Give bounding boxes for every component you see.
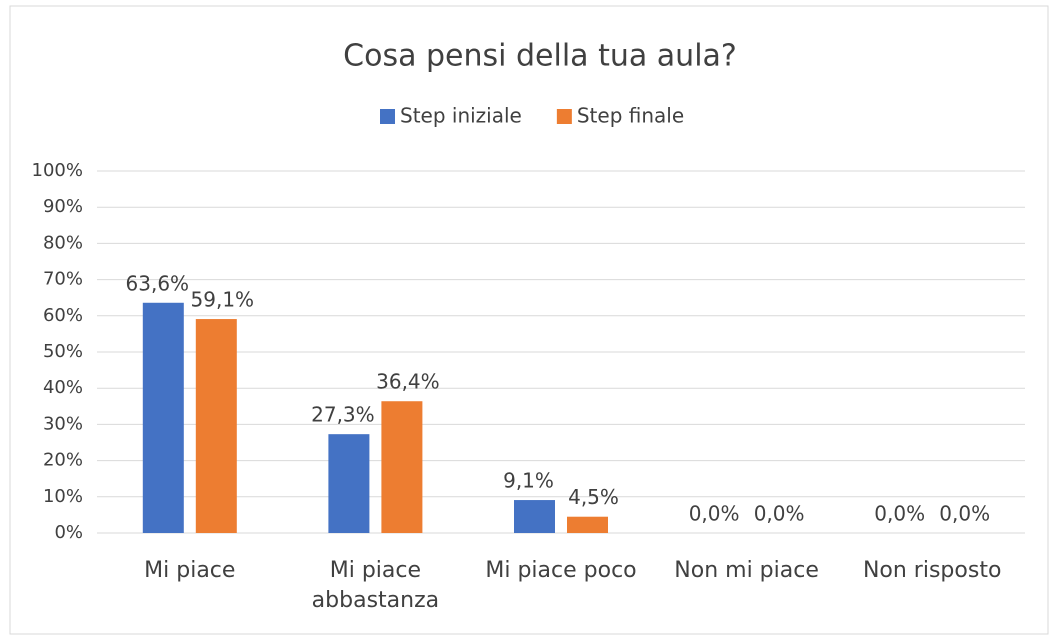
y-tick-label: 30%: [43, 413, 83, 434]
bar: [142, 302, 184, 533]
y-tick-label: 100%: [32, 160, 83, 181]
value-label: 63,6%: [126, 271, 190, 295]
legend-swatch: [556, 109, 572, 124]
bar: [381, 401, 423, 533]
y-tick-label: 0%: [54, 522, 83, 543]
y-tick-label: 40%: [43, 377, 83, 398]
bar: [328, 434, 370, 533]
y-tick-label: 20%: [43, 450, 83, 471]
legend-label: Step finale: [577, 104, 684, 128]
value-label: 59,1%: [191, 288, 255, 312]
x-tick-label: Non risposto: [862, 558, 1002, 583]
y-tick-label: 10%: [43, 486, 83, 507]
x-tick-label: Mi piace poco: [485, 558, 637, 583]
legend-label: Step iniziale: [400, 104, 522, 128]
value-label: 4,5%: [568, 485, 619, 509]
x-tick-label: Mi piace abbastanza: [311, 558, 440, 613]
bar: [567, 516, 608, 533]
y-tick-label: 60%: [43, 305, 83, 326]
value-label: 36,4%: [376, 370, 440, 394]
y-tick-label: 90%: [43, 196, 83, 217]
x-tick-label: Non mi piace: [674, 558, 819, 583]
y-tick-label: 80%: [43, 232, 83, 253]
value-label: 0,0%: [754, 502, 805, 526]
value-label: 9,1%: [503, 469, 554, 493]
value-label: 0,0%: [689, 502, 740, 526]
legend-swatch: [380, 109, 395, 124]
value-label: 27,3%: [311, 403, 375, 427]
y-tick-label: 70%: [43, 269, 83, 290]
y-tick-label: 50%: [43, 341, 83, 362]
bar: [195, 319, 237, 533]
bar: [514, 500, 555, 533]
x-tick-label: Mi piace: [144, 558, 236, 583]
value-label: 0,0%: [874, 502, 925, 526]
chart-title: Cosa pensi della tua aula?: [343, 39, 737, 74]
value-label: 0,0%: [939, 502, 990, 526]
